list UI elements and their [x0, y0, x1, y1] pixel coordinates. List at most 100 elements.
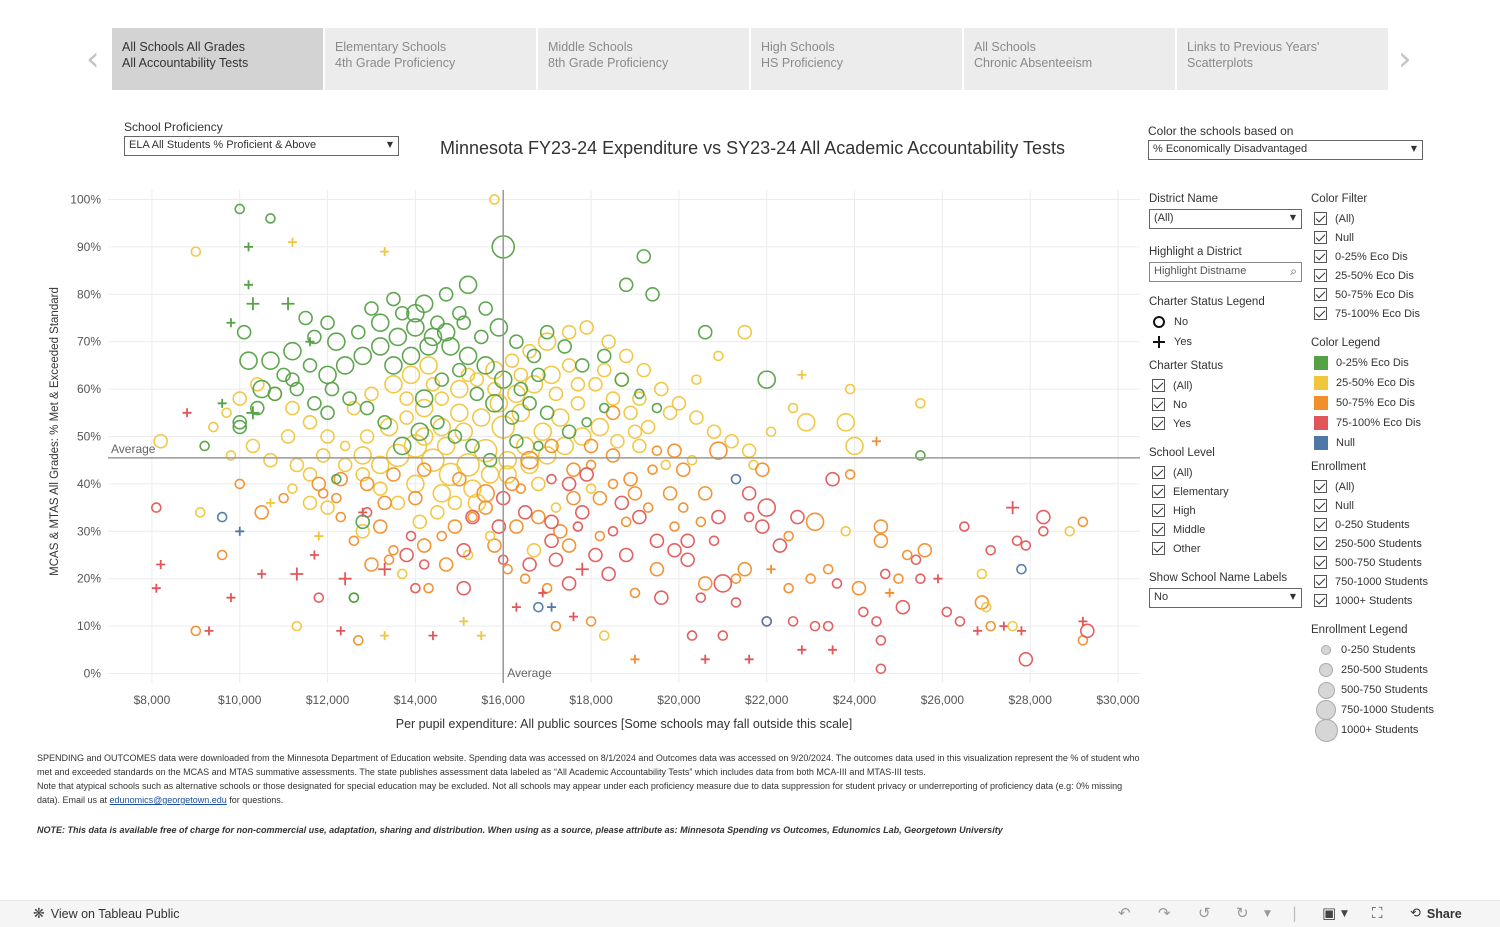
checkbox-row[interactable]: 250-500 Students — [1311, 534, 1428, 553]
next-arrow-icon[interactable]: › — [1398, 39, 1412, 79]
checkbox-row[interactable]: 25-50% Eco Dis — [1311, 266, 1420, 285]
school-point — [772, 538, 788, 553]
checkbox[interactable] — [1152, 542, 1165, 555]
highlight-label: Highlight a District — [1149, 246, 1242, 258]
chevron-down-icon[interactable]: ▼ — [1264, 909, 1271, 919]
highlight-search-input[interactable]: Highlight Distname ⌕ — [1149, 262, 1302, 282]
school-point — [331, 473, 342, 485]
checkbox[interactable] — [1314, 250, 1327, 263]
checkbox-row[interactable]: Middle — [1149, 520, 1229, 539]
checkbox-row[interactable]: 50-75% Eco Dis — [1311, 285, 1420, 304]
checkbox[interactable] — [1314, 537, 1327, 550]
checkbox-label: 500-750 Students — [1335, 556, 1422, 569]
checkbox[interactable] — [1152, 485, 1165, 498]
checkbox[interactable] — [1152, 379, 1165, 392]
checkbox-row[interactable]: No — [1149, 395, 1223, 414]
checkbox-row[interactable]: (All) — [1311, 477, 1428, 496]
checkbox[interactable] — [1152, 523, 1165, 536]
checkbox-row[interactable]: Yes — [1149, 414, 1223, 433]
checkbox-row[interactable]: (All) — [1149, 463, 1229, 482]
checkbox-label: 250-500 Students — [1335, 537, 1422, 550]
view-on-tableau-button[interactable]: ❋ View on Tableau Public — [33, 906, 180, 922]
checkbox-row[interactable]: 0-25% Eco Dis — [1311, 247, 1420, 266]
prev-arrow-icon[interactable]: ‹ — [86, 39, 100, 79]
tab-previous-years[interactable]: Links to Previous Years' Scatterplots — [1177, 28, 1388, 90]
email-link[interactable]: edunomics@georgetown.edu — [109, 795, 227, 805]
school-point — [285, 400, 300, 416]
fullscreen-icon[interactable]: ⛶ — [1372, 904, 1383, 922]
redo-icon[interactable]: ↷ — [1158, 904, 1171, 922]
tab-middle[interactable]: Middle Schools 8th Grade Proficiency — [538, 28, 749, 90]
color-swatch — [1314, 356, 1328, 370]
size-legend-label: 0-250 Students — [1341, 644, 1416, 656]
comment-icon[interactable]: ▣ — [1322, 904, 1337, 922]
checkbox-row[interactable]: (All) — [1311, 209, 1420, 228]
checkbox[interactable] — [1314, 518, 1327, 531]
checkbox-row[interactable]: 1000+ Students — [1311, 591, 1428, 610]
checkbox[interactable] — [1314, 594, 1327, 607]
checkbox[interactable] — [1314, 212, 1327, 225]
school-point-charter — [314, 531, 324, 541]
school-point — [153, 433, 168, 449]
checkbox[interactable] — [1314, 556, 1327, 569]
checkbox-row[interactable]: 0-250 Students — [1311, 515, 1428, 534]
checkbox-row[interactable]: (All) — [1149, 376, 1223, 395]
school-point — [583, 438, 599, 454]
labels-select[interactable]: No ▼ — [1149, 588, 1302, 608]
checkbox[interactable] — [1314, 499, 1327, 512]
school-point — [689, 410, 704, 425]
school-point — [697, 576, 713, 591]
revert-icon[interactable]: ↺ — [1198, 904, 1211, 922]
checkbox[interactable] — [1314, 231, 1327, 244]
school-point — [805, 512, 825, 532]
checkbox-row[interactable]: 750-1000 Students — [1311, 572, 1428, 591]
school-point — [548, 386, 564, 402]
tab-line2: Chronic Absenteeism — [974, 56, 1093, 70]
checkbox[interactable] — [1314, 307, 1327, 320]
chevron-down-icon[interactable]: ▼ — [1341, 909, 1348, 919]
school-point — [836, 412, 856, 432]
school-point — [438, 462, 463, 487]
school-point — [910, 554, 922, 566]
color-by-value: % Economically Disadvantaged — [1153, 143, 1308, 155]
checkbox[interactable] — [1152, 504, 1165, 517]
school-point — [199, 440, 210, 452]
checkbox-label: 50-75% Eco Dis — [1335, 288, 1414, 301]
checkbox-row[interactable]: Elementary — [1149, 482, 1229, 501]
checkbox[interactable] — [1314, 480, 1327, 493]
legend-label: 0-25% Eco Dis — [1336, 357, 1409, 369]
charter-legend-yes: Yes — [1149, 332, 1265, 352]
checkbox-row[interactable]: 500-750 Students — [1311, 553, 1428, 572]
tab-high[interactable]: High Schools HS Proficiency — [751, 28, 962, 90]
undo-icon[interactable]: ↶ — [1118, 904, 1131, 922]
tab-all-schools[interactable]: All Schools All Grades All Accountabilit… — [112, 28, 323, 90]
school-point — [452, 362, 467, 378]
school-point — [372, 519, 388, 534]
checkbox[interactable] — [1314, 288, 1327, 301]
checkbox-label: (All) — [1173, 379, 1193, 392]
school-point — [544, 533, 559, 549]
checkbox[interactable] — [1152, 466, 1165, 479]
checkbox[interactable] — [1314, 575, 1327, 588]
school-point — [320, 405, 335, 421]
checkbox[interactable] — [1152, 398, 1165, 411]
school-point — [980, 601, 992, 613]
checkbox[interactable] — [1152, 417, 1165, 430]
checkbox-row[interactable]: Other — [1149, 539, 1229, 558]
tab-elementary[interactable]: Elementary Schools 4th Grade Proficiency — [325, 28, 536, 90]
checkbox-row[interactable]: 75-100% Eco Dis — [1311, 304, 1420, 323]
district-select[interactable]: (All) ▼ — [1149, 209, 1302, 229]
checkbox-row[interactable]: Null — [1311, 228, 1420, 247]
tab-absenteeism[interactable]: All Schools Chronic Absenteeism — [964, 28, 1175, 90]
proficiency-select[interactable]: ELA All Students % Proficient & Above ▼ — [124, 136, 399, 156]
school-point — [408, 490, 423, 506]
share-button[interactable]: ⟲ Share — [1410, 906, 1462, 921]
checkbox[interactable] — [1314, 269, 1327, 282]
color-by-select[interactable]: % Economically Disadvantaged ▼ — [1148, 140, 1423, 160]
checkbox-label: 75-100% Eco Dis — [1335, 307, 1420, 320]
checkbox-row[interactable]: High — [1149, 501, 1229, 520]
checkbox-row[interactable]: Null — [1311, 496, 1428, 515]
refresh-icon[interactable]: ↻ — [1236, 904, 1249, 922]
school-point — [491, 519, 507, 534]
school-point — [482, 452, 498, 468]
